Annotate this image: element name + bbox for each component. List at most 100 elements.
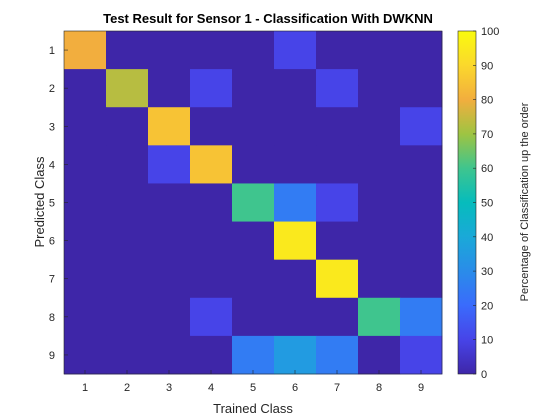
heatmap-cell [106, 31, 149, 70]
heatmap-cell [190, 107, 233, 146]
x-axis-label: Trained Class [213, 401, 293, 416]
heatmap-cell [64, 335, 107, 375]
heatmap-cell [64, 31, 107, 70]
heatmap-cell [358, 183, 401, 222]
heatmap-cell [274, 183, 317, 222]
heatmap-cell [232, 183, 275, 222]
x-tick-label: 4 [208, 382, 214, 394]
heatmap-cell [274, 145, 317, 184]
heatmap-cell [316, 259, 359, 299]
colorbar-tick-label: 60 [481, 163, 493, 175]
colorbar-tick-label: 0 [481, 369, 487, 381]
chart-title: Test Result for Sensor 1 - Classificatio… [103, 11, 433, 26]
heatmap-cell [148, 221, 191, 261]
heatmap-cell [400, 183, 443, 222]
x-tick-labels: 1 2 3 4 5 6 7 8 9 [82, 370, 424, 394]
heatmap-cell [316, 107, 359, 146]
heatmap-cell [232, 69, 275, 108]
colorbar-tick-label: 20 [481, 300, 493, 312]
heatmap-cell [64, 107, 107, 146]
colorbar-tick-label: 30 [481, 266, 493, 278]
heatmap-cell [232, 221, 275, 261]
heatmap-cell [400, 31, 443, 70]
x-tick-label: 8 [376, 382, 382, 394]
heatmap-cell [190, 335, 233, 375]
heatmap-cell [358, 297, 401, 337]
heatmap-cell [274, 335, 317, 375]
heatmap-cell [232, 107, 275, 146]
heatmap-cell [148, 145, 191, 184]
heatmap-cell [358, 31, 401, 70]
heatmap-cell [358, 259, 401, 299]
heatmap-cell [400, 107, 443, 146]
heatmap-cell [148, 335, 191, 375]
heatmap-cell [400, 69, 443, 108]
heatmap-cell [148, 107, 191, 146]
heatmap-cell [64, 145, 107, 184]
heatmap-cell [316, 145, 359, 184]
heatmap-cell [358, 335, 401, 375]
heatmap-cell [232, 259, 275, 299]
heatmap-cell [106, 107, 149, 146]
heatmap-cell [64, 259, 107, 299]
heatmap-cell [64, 69, 107, 108]
heatmap-cell [190, 31, 233, 70]
colorbar-tick-label: 90 [481, 60, 493, 72]
y-tick-label: 4 [49, 159, 55, 171]
colorbar-tick-label: 100 [481, 26, 499, 38]
x-tick-label: 3 [166, 382, 172, 394]
y-tick-label: 5 [49, 198, 55, 210]
x-tick-label: 6 [292, 382, 298, 394]
heatmap-cell [316, 297, 359, 337]
y-tick-label: 1 [49, 45, 55, 57]
heatmap-cell [190, 221, 233, 261]
heatmap-cell [190, 69, 233, 108]
heatmap-cell [316, 183, 359, 222]
heatmap-cell [358, 221, 401, 261]
heatmap-cell [190, 259, 233, 299]
heatmap-cell [358, 145, 401, 184]
heatmap-cell [400, 335, 443, 375]
x-tick-label: 5 [250, 382, 256, 394]
heatmap-cell [316, 69, 359, 108]
colorbar-label: Percentage of Classification up the orde… [519, 102, 531, 301]
heatmap-cell [232, 297, 275, 337]
heatmap-cell [274, 69, 317, 108]
heatmap-cell [400, 221, 443, 261]
heatmap-cell [400, 145, 443, 184]
y-tick-label: 3 [49, 121, 55, 133]
y-tick-label: 2 [49, 83, 55, 95]
colorbar-tick-label: 10 [481, 335, 493, 347]
colorbar-tick-label: 80 [481, 95, 493, 107]
heatmap-cell [232, 31, 275, 70]
x-tick-label: 9 [418, 382, 424, 394]
heatmap-cell [148, 69, 191, 108]
heatmap-cell [106, 183, 149, 222]
heatmap-cell [358, 69, 401, 108]
colorbar-tick-label: 70 [481, 129, 493, 141]
heatmap-cell [400, 259, 443, 299]
heatmap-cell [358, 107, 401, 146]
y-tick-label: 9 [49, 350, 55, 362]
heatmap-cell [274, 221, 317, 261]
x-tick-label: 2 [124, 382, 130, 394]
heatmap-cells [64, 31, 443, 375]
heatmap-cell [106, 335, 149, 375]
heatmap-cell [106, 297, 149, 337]
colorbar-tick-label: 50 [481, 198, 493, 210]
y-tick-label: 6 [49, 236, 55, 248]
heatmap-cell [190, 145, 233, 184]
heatmap-cell [148, 259, 191, 299]
x-tick-label: 1 [82, 382, 88, 394]
heatmap-cell [148, 31, 191, 70]
heatmap-cell [400, 297, 443, 337]
heatmap-cell [274, 31, 317, 70]
heatmap-cell [64, 183, 107, 222]
heatmap-cell [316, 31, 359, 70]
heatmap-cell [106, 221, 149, 261]
heatmap-cell [316, 221, 359, 261]
y-tick-label: 7 [49, 274, 55, 286]
heatmap-cell [64, 221, 107, 261]
heatmap-cell [148, 297, 191, 337]
